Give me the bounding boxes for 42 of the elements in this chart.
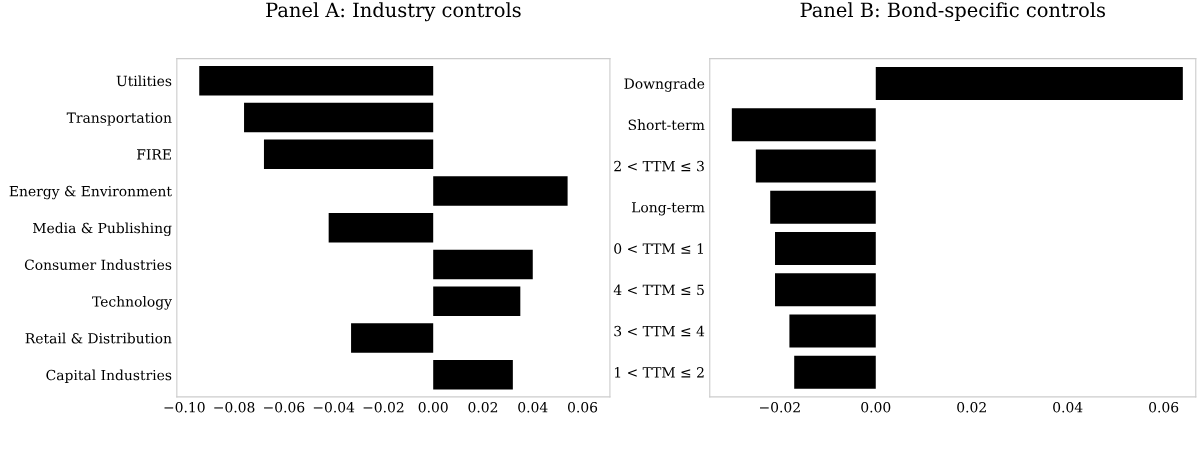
- bar: [263, 139, 434, 169]
- bar: [328, 213, 434, 243]
- x-tick-label: −0.02: [363, 401, 404, 413]
- x-tick-label: 0.00: [418, 401, 448, 413]
- bar: [433, 360, 513, 390]
- x-tick-label: −0.06: [264, 401, 305, 413]
- y-tick-label: Transportation: [66, 112, 172, 126]
- x-tick-label: 0.06: [1149, 401, 1179, 413]
- y-tick-label: 2 < TTM ≤ 3: [614, 160, 704, 172]
- y-tick-label: Retail & Distribution: [25, 332, 172, 344]
- chart-title: Panel B: Bond-specific controls: [800, 2, 1105, 22]
- y-tick-label: Consumer Industries: [24, 259, 172, 270]
- x-tick-label: −0.08: [214, 401, 255, 413]
- x-tick-label: 0.04: [1053, 401, 1083, 413]
- x-tick-label: −0.04: [313, 401, 355, 413]
- x-tick-label: 0.00: [861, 401, 891, 413]
- y-tick-label: 0 < TTM ≤ 1: [614, 243, 703, 254]
- y-tick-label: 3 < TTM ≤ 4: [614, 325, 705, 337]
- bar: [351, 323, 434, 353]
- y-tick-label: 4 < TTM ≤ 5: [613, 284, 704, 296]
- x-tick-label: −0.02: [760, 401, 800, 413]
- y-tick-label: 1 < TTM ≤ 2: [614, 367, 704, 378]
- bar: [433, 249, 533, 280]
- x-tick-label: 0.04: [518, 401, 548, 413]
- x-tick-label: 0.06: [568, 401, 598, 413]
- y-tick-label: Short-term: [628, 119, 705, 131]
- bar: [433, 286, 521, 316]
- y-tick-label: Media & Publishing: [33, 222, 172, 237]
- x-tick-label: 0.02: [468, 401, 498, 413]
- bar: [199, 65, 434, 96]
- y-tick-label: Utilities: [116, 75, 172, 87]
- y-tick-label: Energy & Environment: [9, 185, 172, 200]
- x-tick-label: −0.10: [164, 401, 205, 413]
- chart-title: Panel A: Industry controls: [266, 2, 521, 22]
- y-tick-label: Long-term: [631, 202, 705, 216]
- bar: [244, 102, 434, 133]
- y-tick-label: FIRE: [137, 149, 171, 160]
- bar: [433, 176, 568, 206]
- y-tick-label: Downgrade: [624, 78, 705, 92]
- x-tick-label: 0.02: [957, 401, 986, 413]
- y-tick-label: Technology: [92, 296, 172, 310]
- y-tick-label: Capital Industries: [46, 369, 172, 383]
